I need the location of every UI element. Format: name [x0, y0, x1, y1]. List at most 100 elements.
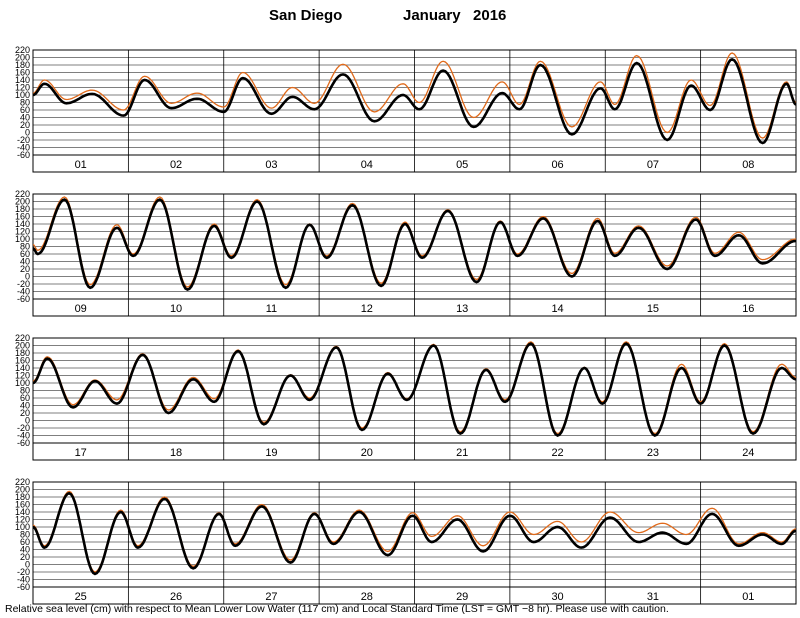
day-label: 21 [456, 447, 468, 459]
day-label: 27 [265, 591, 277, 603]
y-tick-label: 80 [20, 386, 30, 396]
y-tick-label: 140 [15, 363, 30, 373]
y-tick-label: 100 [15, 378, 30, 388]
y-tick-label: 220 [15, 333, 30, 343]
day-label: 13 [456, 303, 468, 315]
y-tick-label: 100 [15, 522, 30, 532]
y-tick-label: 180 [15, 60, 30, 70]
day-label: 03 [265, 159, 277, 171]
y-tick-label: 40 [20, 545, 30, 555]
y-tick-label: 40 [20, 401, 30, 411]
y-tick-label: 60 [20, 105, 30, 115]
y-tick-label: 60 [20, 249, 30, 259]
y-tick-label: 180 [15, 492, 30, 502]
y-tick-label: -40 [17, 143, 30, 153]
y-tick-label: 220 [15, 477, 30, 487]
panel-frame [32, 481, 797, 605]
y-tick-label: 100 [15, 234, 30, 244]
panel-frame [32, 337, 797, 461]
y-tick-label: 160 [15, 68, 30, 78]
day-label: 18 [170, 447, 182, 459]
panel-frame [32, 193, 797, 317]
day-label: 04 [361, 159, 373, 171]
y-tick-label: 20 [20, 120, 30, 130]
y-tick-label: 200 [15, 341, 30, 351]
day-label: 29 [456, 591, 468, 603]
day-label: 02 [170, 159, 182, 171]
y-tick-label: 160 [15, 212, 30, 222]
y-tick-label: 80 [20, 98, 30, 108]
day-label: 08 [742, 159, 754, 171]
y-tick-label: 200 [15, 485, 30, 495]
y-tick-label: 20 [20, 264, 30, 274]
day-label: 30 [551, 591, 563, 603]
day-label: 12 [361, 303, 373, 315]
observed-tide-line [32, 198, 797, 292]
day-label: 25 [75, 591, 87, 603]
y-tick-label: 40 [20, 113, 30, 123]
y-tick-label: 120 [15, 515, 30, 525]
y-tick-label: 40 [20, 257, 30, 267]
y-tick-label: 120 [15, 83, 30, 93]
observed-tide-line [32, 342, 797, 437]
y-tick-label: 0 [25, 416, 30, 426]
y-tick-label: 180 [15, 348, 30, 358]
tide-panel: 220200180160140120100806040200-20-40-600… [15, 189, 797, 317]
y-tick-label: 140 [15, 507, 30, 517]
day-label: 17 [75, 447, 87, 459]
y-tick-label: -60 [17, 438, 30, 448]
tide-panel: 220200180160140120100806040200-20-40-602… [15, 477, 797, 605]
y-tick-label: 200 [15, 53, 30, 63]
day-label: 07 [647, 159, 659, 171]
y-tick-label: 0 [25, 272, 30, 282]
y-tick-label: 0 [25, 128, 30, 138]
y-tick-label: 120 [15, 371, 30, 381]
y-tick-label: 120 [15, 227, 30, 237]
day-label: 11 [266, 303, 277, 315]
observed-tide-line [32, 57, 797, 145]
y-tick-label: 20 [20, 408, 30, 418]
tide-panel: 220200180160140120100806040200-20-40-601… [15, 333, 797, 461]
y-tick-label: 220 [15, 45, 30, 55]
y-tick-label: -40 [17, 287, 30, 297]
day-label: 19 [265, 447, 277, 459]
day-label: 26 [170, 591, 182, 603]
day-label: 15 [647, 303, 659, 315]
day-label: 23 [647, 447, 659, 459]
y-tick-label: 140 [15, 75, 30, 85]
y-tick-label: 160 [15, 500, 30, 510]
y-tick-label: -40 [17, 575, 30, 585]
day-label: 06 [551, 159, 563, 171]
day-label: 16 [742, 303, 754, 315]
y-tick-label: -60 [17, 294, 30, 304]
y-tick-label: -60 [17, 150, 30, 160]
tide-panel: 220200180160140120100806040200-20-40-600… [15, 45, 797, 173]
y-tick-label: 60 [20, 537, 30, 547]
day-label: 09 [75, 303, 87, 315]
y-tick-label: 20 [20, 552, 30, 562]
y-tick-label: -20 [17, 423, 30, 433]
panels-group: 220200180160140120100806040200-20-40-600… [15, 45, 797, 605]
y-tick-label: 80 [20, 530, 30, 540]
y-tick-label: -20 [17, 279, 30, 289]
day-label: 14 [551, 303, 563, 315]
y-tick-label: 100 [15, 90, 30, 100]
y-tick-label: 0 [25, 560, 30, 570]
day-label: 22 [551, 447, 563, 459]
y-tick-label: -20 [17, 135, 30, 145]
day-label: 05 [456, 159, 468, 171]
day-label: 24 [742, 447, 754, 459]
y-tick-label: 200 [15, 197, 30, 207]
day-label: 28 [361, 591, 373, 603]
y-tick-label: 140 [15, 219, 30, 229]
y-tick-label: -20 [17, 567, 30, 577]
y-tick-label: -40 [17, 431, 30, 441]
y-tick-label: -60 [17, 582, 30, 592]
y-tick-label: 80 [20, 242, 30, 252]
chart-title-month-year: January 2016 [403, 7, 506, 24]
day-label: 01 [75, 159, 87, 171]
predicted-tide-line [32, 52, 797, 139]
day-label: 01 [742, 591, 754, 603]
observed-tide-line [32, 491, 797, 576]
